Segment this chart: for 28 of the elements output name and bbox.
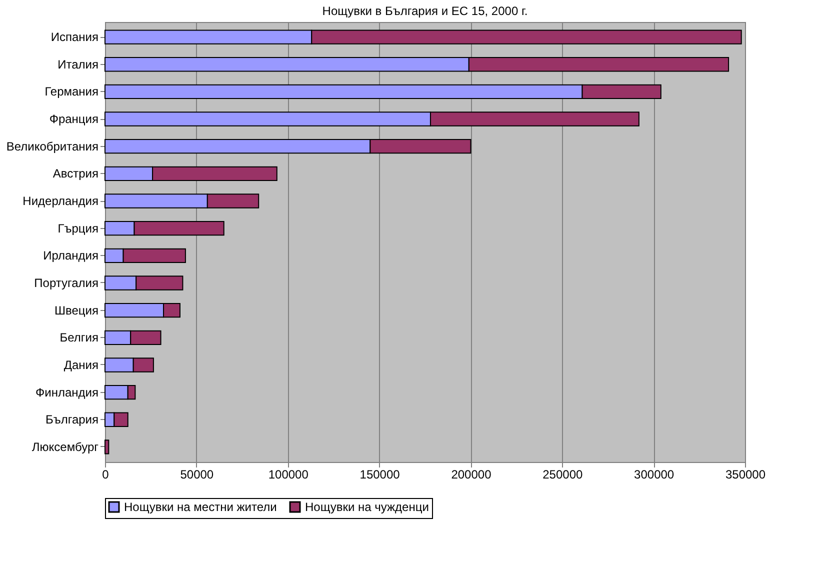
y-tick-label: Испания [50,30,98,44]
legend-label: Нощувки на чужденци [305,500,429,514]
y-tick-label: Гърция [58,221,98,236]
x-tick-label: 300000 [634,468,674,482]
legend-label: Нощувки на местни жители [124,500,277,514]
x-tick-label: 250000 [542,468,583,482]
y-tick-label: Нидерландия [22,194,98,208]
y-tick-label: България [45,412,98,427]
y-tick-label: Финландия [36,385,98,400]
y-tick-label: Португалия [34,276,98,290]
x-tick-label: 50000 [180,468,214,482]
y-tick-label: Италия [58,57,98,72]
y-tick-label: Белгия [60,330,98,345]
y-tick-label: Дания [64,358,98,372]
x-tick-label: 150000 [360,468,400,482]
x-tick-label: 200000 [451,468,492,482]
y-tick-label: Франция [49,112,98,126]
y-tick-label: Ирландия [43,248,98,263]
chart-title: Нощувки в България и ЕС 15, 2000 г. [322,4,528,18]
y-tick-label: Великобритания [6,139,98,154]
y-tick-label: Швеция [54,303,98,318]
bar [104,440,110,454]
y-tick-label: Люксембург [32,440,100,454]
x-tick-label: 350000 [725,468,766,482]
x-tick-label: 0 [102,468,110,482]
x-tick-label: 100000 [268,468,309,482]
y-tick-label: Германия [44,84,98,99]
y-tick-label: Австрия [52,166,98,181]
